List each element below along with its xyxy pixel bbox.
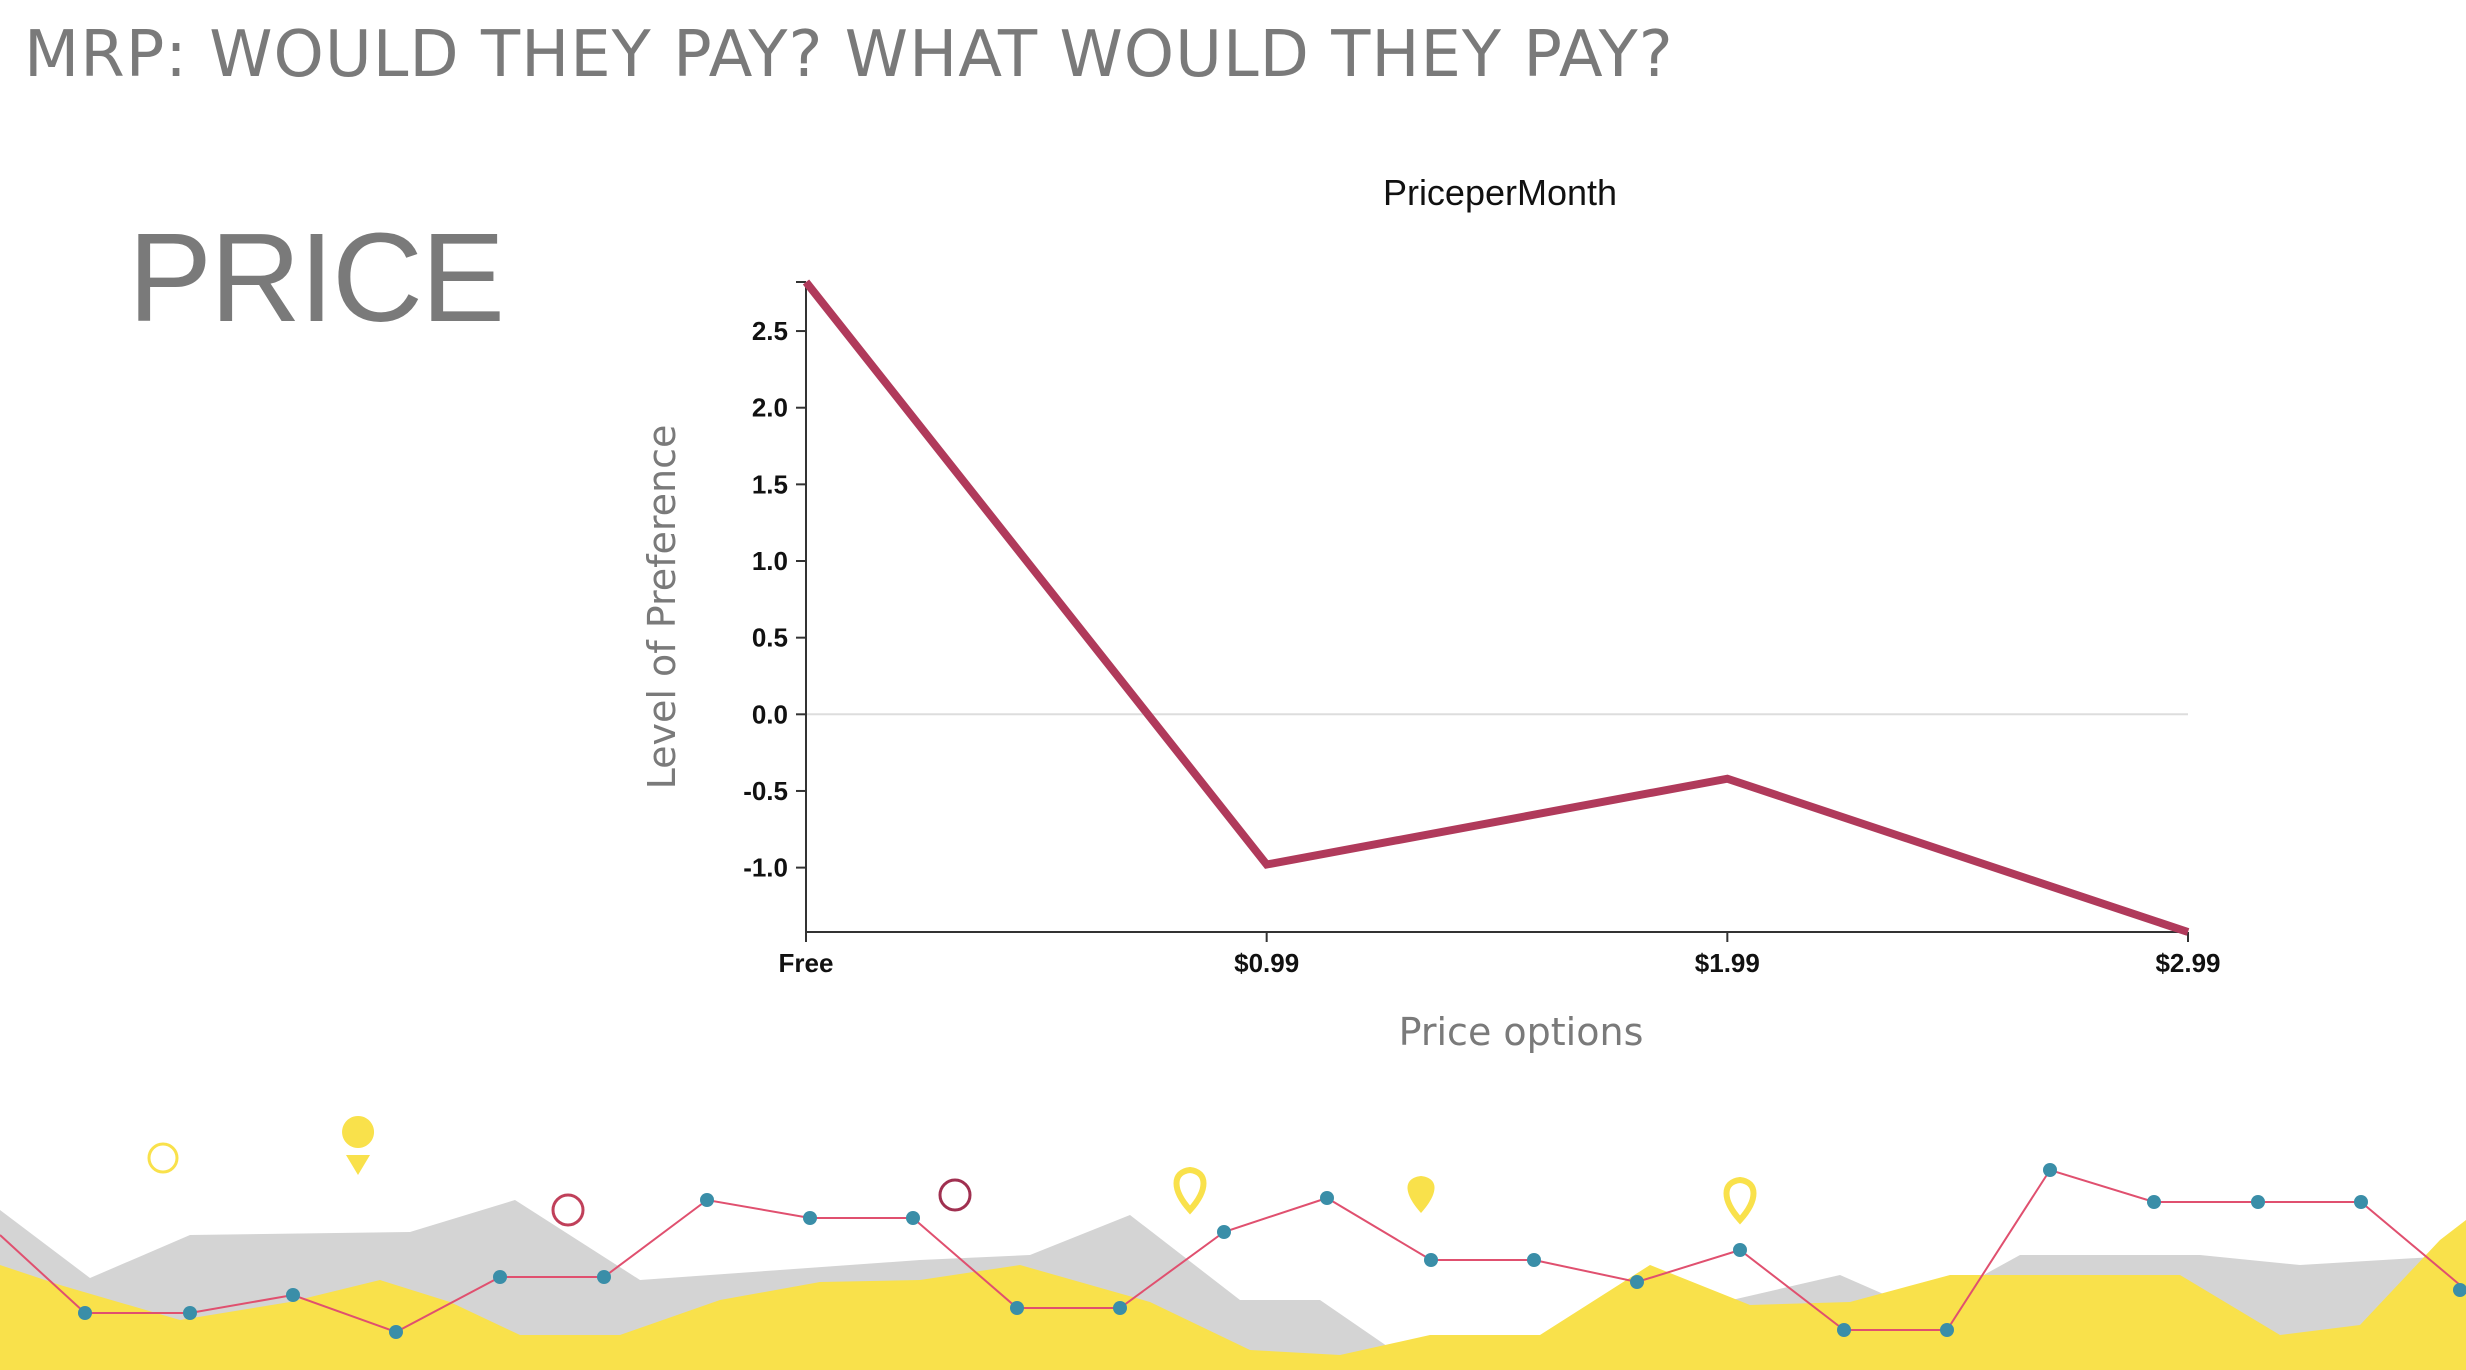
y-tick-label: 2.5	[752, 316, 788, 346]
y-tick-label: 1.0	[752, 546, 788, 576]
yellow-ring-icon	[147, 1142, 179, 1174]
y-tick-label: 2.0	[752, 393, 788, 423]
y-tick-label: -1.0	[743, 853, 788, 883]
series-line	[802, 279, 2190, 936]
slide-title: MRP: WOULD THEY PAY? WHAT WOULD THEY PAY…	[24, 18, 1674, 92]
teal-dots	[78, 1163, 2466, 1339]
y-tick-label: -0.5	[743, 776, 788, 806]
red-ring-icon	[551, 1193, 585, 1227]
x-tick-label: Free	[779, 948, 834, 978]
yellow-map-pin-icon-2	[1407, 1176, 1435, 1213]
x-tick-label: $2.99	[2155, 948, 2220, 978]
x-tick-label: $1.99	[1695, 948, 1760, 978]
line-chart: PriceperMonth Level of Preference Price …	[640, 172, 2221, 1054]
y-tick-label: 0.5	[752, 623, 788, 653]
x-axis-label: Price options	[1399, 1010, 1644, 1054]
yellow-pin-outline-icon-2	[1723, 1176, 1757, 1225]
y-axis-label: Level of Preference	[640, 425, 684, 790]
yellow-pin-outline-icon	[1173, 1166, 1207, 1215]
y-tick-label: 1.5	[752, 469, 788, 499]
chart-title: PriceperMonth	[1383, 172, 1617, 213]
x-tick-label: $0.99	[1234, 948, 1299, 978]
decorative-footer	[0, 1116, 2466, 1370]
y-tick-label: 0.0	[752, 699, 788, 729]
dark-red-ring-icon	[938, 1178, 972, 1212]
yellow-map-pin-icon	[342, 1116, 375, 1175]
section-heading: PRICE	[128, 207, 505, 348]
